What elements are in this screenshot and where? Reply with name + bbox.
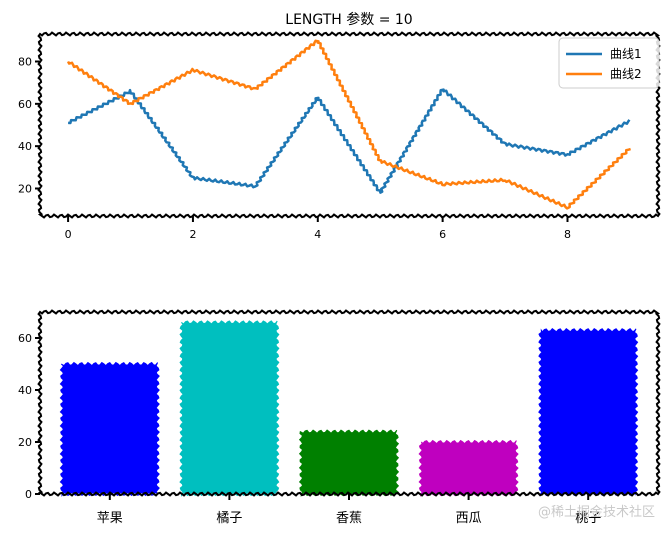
bar-chart-frame <box>37 309 661 497</box>
bar-5 <box>538 328 639 497</box>
bar-chart: 0 20 40 60 苹果 橘子 香蕉 西瓜 桃子 <box>18 309 661 526</box>
line-series-1 <box>68 88 631 194</box>
y-tick-label: 60 <box>18 98 32 111</box>
x-tick-label: 2 <box>189 228 196 241</box>
line-chart-legend: 曲线1 曲线2 <box>558 37 660 89</box>
y-tick-label: 60 <box>18 332 32 345</box>
bar-2 <box>179 320 280 497</box>
y-tick-label: 40 <box>18 384 32 397</box>
bar-group <box>59 320 639 497</box>
bar-3 <box>298 429 400 497</box>
y-tick-label: 0 <box>25 488 32 501</box>
line-series-group <box>66 39 631 210</box>
y-tick-label: 40 <box>18 140 32 153</box>
bar-category-label: 橘子 <box>216 510 242 526</box>
bar-1 <box>59 361 160 497</box>
legend-box <box>558 37 660 89</box>
bar-4 <box>418 439 519 497</box>
bar-category-label: 桃子 <box>575 511 601 526</box>
line-series-2 <box>66 39 631 210</box>
legend-label-series-2: 曲线2 <box>610 67 642 81</box>
x-tick-label: 6 <box>439 228 446 241</box>
line-chart: LENGTH 参数 = 10 20 40 60 80 0 2 4 6 8 曲线1 曲线2 <box>18 11 661 241</box>
y-tick-label: 20 <box>18 436 32 449</box>
line-chart-title: LENGTH 参数 = 10 <box>285 11 412 28</box>
x-tick-label: 0 <box>65 228 72 241</box>
y-tick-label: 20 <box>18 182 32 195</box>
y-tick-label: 80 <box>18 56 32 69</box>
bar-category-label: 苹果 <box>97 511 123 526</box>
bar-category-label: 香蕉 <box>336 511 362 526</box>
bar-chart-y-axis: 0 20 40 60 <box>18 332 40 501</box>
line-chart-frame <box>37 31 661 219</box>
watermark: @稀土掘金技术社区 <box>538 504 655 520</box>
legend-label-series-1: 曲线1 <box>610 47 642 61</box>
bar-chart-x-axis: 苹果 橘子 香蕉 西瓜 桃子 <box>97 494 601 526</box>
bar-category-label: 西瓜 <box>456 511 482 526</box>
line-chart-y-axis: 20 40 60 80 <box>18 56 40 195</box>
line-chart-x-axis: 0 2 4 6 8 <box>65 216 571 241</box>
x-tick-label: 8 <box>564 228 571 241</box>
x-tick-label: 4 <box>314 228 321 241</box>
